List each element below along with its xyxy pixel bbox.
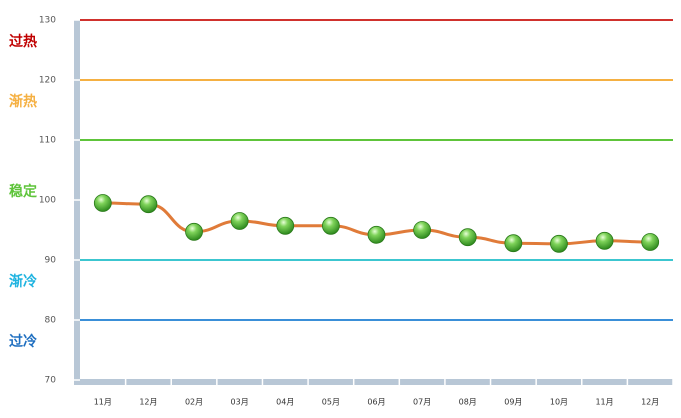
y-tick-label: 90 — [45, 256, 57, 266]
y-tick-label: 70 — [45, 376, 57, 386]
point-marker — [93, 194, 112, 212]
zone-label: 过冷 — [9, 333, 37, 350]
x-tick-label: 11月 — [595, 398, 613, 407]
y-tick-label: 130 — [39, 16, 56, 26]
x-tick-label: 02月 — [185, 398, 203, 407]
zone-label: 渐热 — [9, 93, 37, 110]
zone-label: 过热 — [9, 33, 37, 50]
x-tick-label: 05月 — [322, 398, 340, 407]
point-marker — [276, 216, 295, 235]
x-tick-label: 07月 — [413, 398, 431, 407]
y-tick-label: 80 — [45, 316, 57, 326]
zone-label: 渐冷 — [9, 273, 37, 290]
point-marker — [504, 234, 523, 253]
x-tick-label: 08月 — [459, 398, 477, 407]
x-tick-label: 11月 — [94, 398, 112, 407]
point-marker — [458, 228, 477, 247]
x-tick-label: 06月 — [367, 398, 385, 407]
y-tick-label: 100 — [39, 196, 56, 206]
point-marker — [641, 233, 660, 251]
point-marker — [550, 234, 568, 253]
point-marker — [413, 221, 432, 239]
point-marker — [321, 216, 340, 235]
x-tick-label: 03月 — [231, 398, 249, 407]
x-tick-label: 12月 — [641, 398, 659, 407]
x-tick-label: 10月 — [550, 398, 568, 407]
point-marker — [230, 212, 249, 230]
x-tick-label: 04月 — [276, 398, 294, 407]
x-tick-label: 09月 — [504, 398, 522, 407]
point-marker — [367, 225, 386, 244]
point-marker — [595, 231, 614, 250]
zone-label: 稳定 — [9, 183, 37, 200]
x-axis-bar — [80, 379, 673, 385]
y-tick-label: 110 — [39, 136, 56, 146]
y-axis-bar — [74, 20, 80, 385]
point-marker — [185, 222, 203, 241]
y-tick-label: 120 — [39, 76, 56, 86]
x-tick-label: 12月 — [139, 398, 157, 407]
point-marker — [139, 195, 158, 214]
